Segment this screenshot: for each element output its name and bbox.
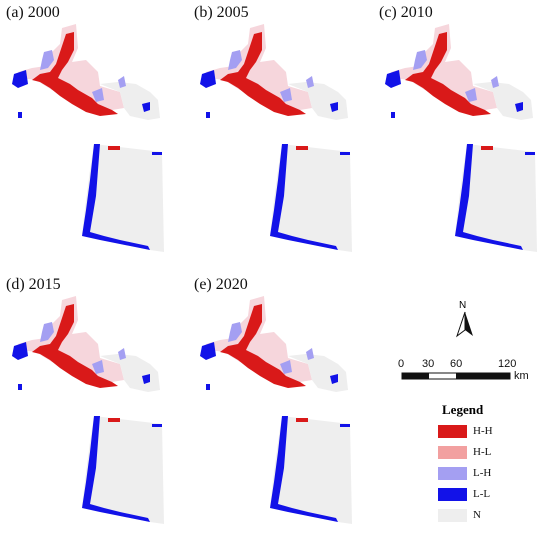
legend-swatch	[438, 508, 467, 522]
panel-label: (a) 2000	[6, 4, 60, 21]
scale-tick-label: 120	[498, 358, 517, 370]
panel-label: (d) 2015	[6, 276, 61, 293]
legend-item-hh: H-H	[438, 424, 493, 438]
legend-item-n: N	[438, 508, 481, 522]
legend-label: L-H	[473, 467, 492, 479]
panel-label: (c) 2010	[379, 4, 433, 21]
map-c	[385, 24, 537, 252]
legend-item-hl: H-L	[438, 445, 491, 459]
legend-label: N	[473, 509, 481, 521]
map-panel-d: (d) 2015	[0, 272, 180, 532]
scale-tick-label: 30	[422, 358, 435, 370]
map-panel-b: (b) 2005	[188, 0, 368, 260]
scale-bar: 0 30 60 120 km	[398, 358, 540, 388]
map-d	[12, 296, 164, 524]
north-label: N	[459, 300, 467, 311]
map-e	[200, 296, 352, 524]
legend-swatch	[438, 424, 467, 438]
panel-label: (e) 2020	[194, 276, 248, 293]
panel-label: (b) 2005	[194, 4, 249, 21]
north-arrow: N	[455, 300, 475, 340]
legend-item-lh: L-H	[438, 466, 491, 480]
legend-item-ll: L-L	[438, 487, 490, 501]
scale-tick-label: 0	[398, 358, 405, 370]
scale-unit: km	[514, 370, 529, 382]
legend-swatch	[438, 445, 467, 459]
legend: Legend H-H H-L L-H L-L N	[438, 402, 548, 522]
legend-title: Legend	[442, 402, 484, 417]
map-b	[200, 24, 352, 252]
legend-swatch	[438, 487, 467, 501]
north-arrow-icon	[456, 311, 473, 338]
scale-bar-graphic	[401, 372, 511, 380]
scale-tick-label: 60	[450, 358, 463, 370]
legend-label: L-L	[473, 488, 491, 500]
map-panel-c: (c) 2010	[373, 0, 550, 260]
legend-label: H-L	[473, 446, 492, 458]
legend-label: H-H	[473, 425, 493, 437]
legend-swatch	[438, 466, 467, 480]
map-panel-a: (a) 2000	[0, 0, 180, 260]
map-panel-e: (e) 2020	[188, 272, 368, 532]
map-a	[12, 24, 164, 252]
